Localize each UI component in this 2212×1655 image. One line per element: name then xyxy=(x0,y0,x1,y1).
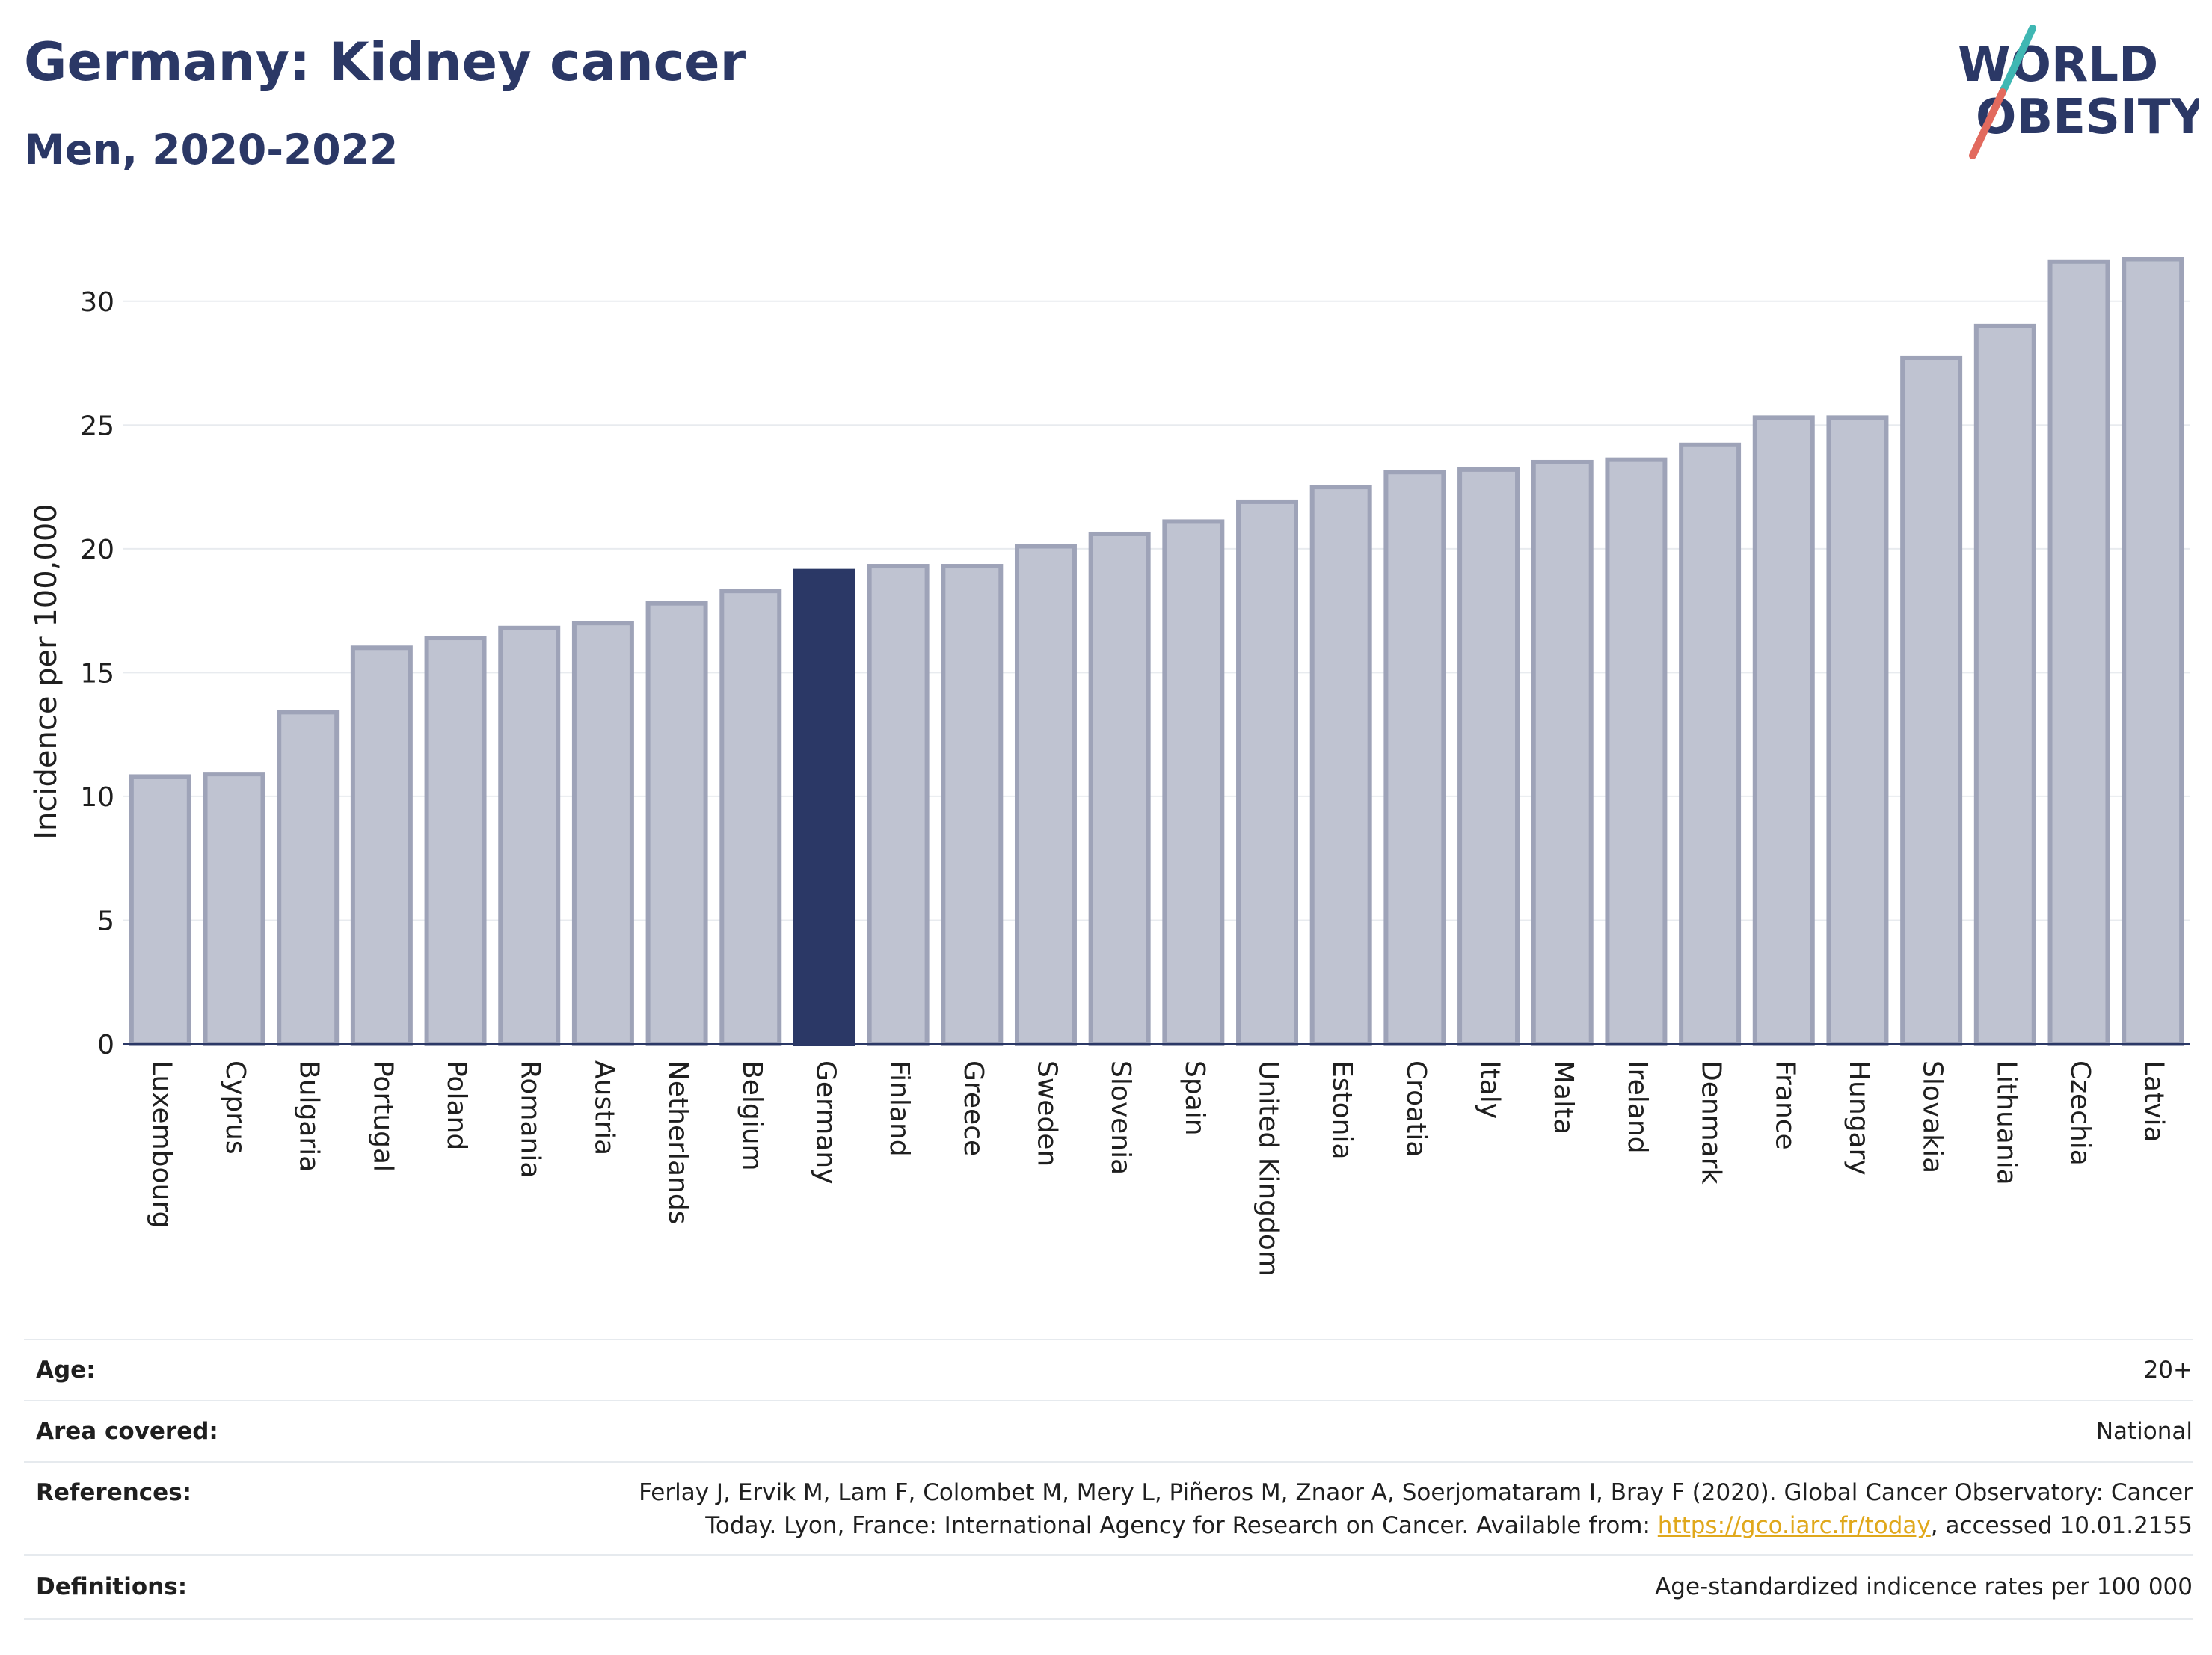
bar-france xyxy=(1752,415,1815,1047)
logo-slash-teal xyxy=(1999,25,2036,96)
world-obesity-logo: WORLD OBESITY xyxy=(1958,25,2199,159)
x-tick-label: Belgium xyxy=(737,1060,767,1171)
page-title: Germany: Kidney cancer xyxy=(24,31,746,93)
bar-belgium xyxy=(719,589,782,1046)
bar-denmark xyxy=(1679,442,1742,1047)
x-tick-label: Cyprus xyxy=(220,1060,251,1155)
x-tick-label: Hungary xyxy=(1843,1060,1874,1176)
x-tick-label: Latvia xyxy=(2139,1060,2169,1143)
bar-united-kingdom xyxy=(1236,499,1299,1046)
x-tick-label: Poland xyxy=(441,1060,472,1150)
y-tick-label: 30 xyxy=(80,287,114,318)
x-tick-label: Netherlands xyxy=(663,1060,693,1224)
x-tick-label: Greece xyxy=(958,1060,989,1156)
bar-romania xyxy=(498,625,561,1046)
bar-italy xyxy=(1457,467,1520,1046)
x-tick-label: Slovakia xyxy=(1917,1060,1948,1173)
area-value: National xyxy=(2095,1418,2193,1445)
bar-germany xyxy=(793,568,855,1046)
x-tick-label: Luxembourg xyxy=(146,1060,176,1228)
x-tick-label: Estonia xyxy=(1327,1060,1357,1160)
references-link[interactable]: https://gco.iarc.fr/today xyxy=(1657,1512,1931,1539)
bar-cyprus xyxy=(203,772,265,1046)
references-label: References: xyxy=(36,1479,192,1506)
x-tick-label: Spain xyxy=(1179,1060,1210,1136)
y-axis-label: Incidence per 100,000 xyxy=(29,503,64,840)
x-tick-label: Bulgaria xyxy=(294,1060,325,1172)
x-tick-label: Sweden xyxy=(1031,1060,1062,1167)
bars xyxy=(129,257,2184,1047)
bar-finland xyxy=(867,564,930,1046)
x-tick-label: Malta xyxy=(1548,1060,1579,1134)
y-tick-label: 5 xyxy=(97,906,114,936)
x-tick-label: France xyxy=(1769,1060,1800,1150)
meta-row-age: Age: 20+ xyxy=(24,1339,2193,1400)
bar-slovenia xyxy=(1088,531,1151,1046)
bar-sweden xyxy=(1014,544,1077,1046)
x-tick-label: Finland xyxy=(884,1060,915,1157)
y-tick-label: 0 xyxy=(97,1030,114,1060)
bar-hungary xyxy=(1826,415,1889,1047)
bar-greece xyxy=(941,564,1004,1046)
y-tick-label: 20 xyxy=(80,535,114,565)
y-tick-labels: 0 5 10 15 20 25 30 xyxy=(80,287,114,1060)
bar-latvia xyxy=(2122,257,2184,1046)
x-tick-labels: Luxembourg Cyprus Bulgaria Portugal Poland Ro… xyxy=(146,1060,2169,1277)
y-tick-label: 25 xyxy=(80,411,114,441)
bar-luxembourg xyxy=(129,774,191,1047)
definitions-label: Definitions: xyxy=(36,1573,188,1600)
definitions-value: Age-standardized indicence rates per 100… xyxy=(1655,1573,2193,1600)
x-tick-label: Portugal xyxy=(367,1060,398,1172)
x-tick-label: Croatia xyxy=(1401,1060,1431,1157)
age-value: 20+ xyxy=(2143,1357,2193,1384)
references-accessed: , accessed 10.01.2155 xyxy=(1930,1512,2193,1539)
references-value: Ferlay J, Ervik M, Lam F, Colombet M, Me… xyxy=(639,1476,2193,1542)
logo-slash-coral xyxy=(1969,88,2006,159)
meta-row-definitions: Definitions: Age-standardized indicence … xyxy=(24,1554,2193,1620)
meta-row-area: Area covered: National xyxy=(24,1400,2193,1461)
area-label: Area covered: xyxy=(36,1418,218,1445)
bar-estonia xyxy=(1309,485,1372,1047)
bar-austria xyxy=(571,621,634,1046)
x-tick-label: United Kingdom xyxy=(1253,1060,1284,1277)
bar-spain xyxy=(1162,519,1225,1047)
bar-lithuania xyxy=(1973,323,2036,1046)
age-label: Age: xyxy=(36,1357,96,1384)
x-tick-label: Germany xyxy=(810,1060,841,1184)
x-tick-label: Italy xyxy=(1475,1060,1505,1119)
x-tick-label: Austria xyxy=(589,1060,619,1155)
meta-row-references: References: Ferlay J, Ervik M, Lam F, Co… xyxy=(24,1461,2193,1554)
bar-slovakia xyxy=(1900,355,1963,1046)
x-tick-label: Ireland xyxy=(1622,1060,1653,1154)
bar-netherlands xyxy=(645,601,708,1046)
y-tick-label: 10 xyxy=(80,782,114,813)
references-line2-text: Today. Lyon, France: International Agenc… xyxy=(705,1512,1658,1539)
references-line1: Ferlay J, Ervik M, Lam F, Colombet M, Me… xyxy=(639,1479,2193,1506)
bar-croatia xyxy=(1383,470,1446,1047)
x-tick-label: Denmark xyxy=(1696,1060,1727,1185)
x-tick-label: Czechia xyxy=(2065,1060,2095,1166)
bar-portugal xyxy=(350,645,413,1046)
bar-malta xyxy=(1531,459,1594,1046)
x-tick-label: Slovenia xyxy=(1105,1060,1136,1175)
x-tick-label: Romania xyxy=(515,1060,546,1178)
bar-ireland xyxy=(1605,457,1668,1046)
bar-poland xyxy=(424,636,487,1046)
y-tick-label: 15 xyxy=(80,658,114,689)
bar-czechia xyxy=(2047,259,2110,1047)
logo-line1: WORLD xyxy=(1958,37,2158,93)
bar-bulgaria xyxy=(277,710,340,1046)
logo-line2: OBESITY xyxy=(1976,90,2199,145)
x-tick-label: Lithuania xyxy=(1991,1060,2021,1185)
references-line2: Today. Lyon, France: International Agenc… xyxy=(639,1509,2193,1542)
bar-chart: 0 5 10 15 20 25 30 Luxembourg Cyprus Bulgaria Por… xyxy=(29,257,2190,1277)
page-subtitle: Men, 2020-2022 xyxy=(24,126,399,174)
